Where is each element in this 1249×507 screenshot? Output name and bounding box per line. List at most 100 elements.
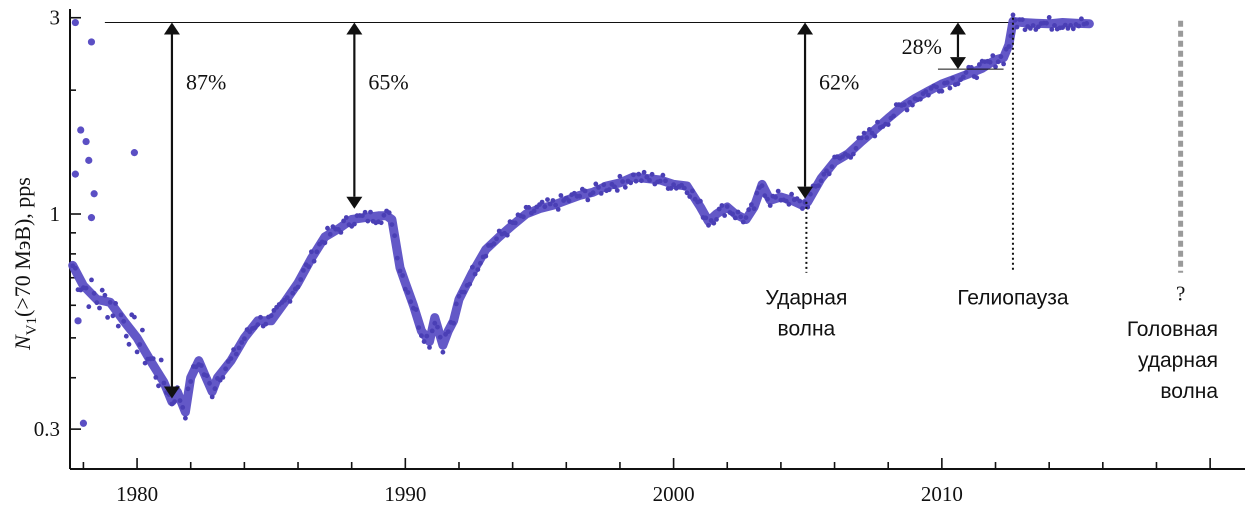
series-point — [413, 307, 419, 312]
series-point — [706, 222, 711, 228]
series-point — [311, 258, 317, 264]
series-point — [287, 299, 293, 304]
arrow-label: 28% — [902, 34, 942, 59]
series-point — [732, 215, 738, 221]
x-axis-ticks: 1980 1990 2000 2010 — [82, 458, 1211, 506]
series-point — [663, 178, 668, 184]
series-point — [926, 92, 931, 98]
series-point — [531, 208, 537, 214]
series-point — [427, 345, 432, 350]
series-point — [1084, 21, 1090, 26]
series-point — [123, 333, 129, 339]
outlier-point — [85, 156, 93, 164]
series-point — [470, 264, 475, 270]
series-point — [99, 287, 105, 293]
series-point — [268, 313, 274, 319]
series-point — [631, 172, 636, 178]
series-point — [660, 172, 666, 178]
series-point — [566, 198, 572, 204]
series-point — [867, 126, 872, 132]
series-point — [1022, 27, 1028, 33]
series-point — [826, 171, 832, 177]
series-point — [341, 218, 346, 224]
series-point — [290, 290, 296, 296]
outlier-points — [71, 18, 138, 427]
series-point — [386, 210, 392, 216]
series-point — [1030, 23, 1036, 28]
series-point — [432, 320, 438, 326]
y-tick-label: 3 — [50, 6, 61, 30]
series-point — [475, 267, 481, 272]
series-point — [183, 415, 188, 421]
side-label: Головная ударная волна — [1127, 318, 1218, 403]
series-point — [735, 209, 741, 215]
series-layer — [68, 12, 1094, 421]
series-point — [730, 211, 735, 217]
series-point — [188, 379, 194, 384]
series-point — [684, 190, 690, 196]
series-point — [829, 164, 835, 170]
series-point — [180, 405, 186, 410]
series-point — [207, 380, 212, 386]
series-point — [512, 220, 518, 226]
event-marker-label: волна — [778, 318, 836, 341]
series-point — [808, 191, 813, 197]
series-point — [800, 206, 805, 211]
series-point — [461, 289, 467, 295]
series-point — [429, 328, 435, 334]
series-point — [947, 85, 953, 91]
series-point — [435, 324, 440, 330]
arrow-label: 65% — [368, 69, 408, 94]
series-point — [504, 232, 510, 238]
series-point — [620, 179, 625, 184]
series-point — [539, 199, 545, 205]
y-tick-label: 1 — [50, 202, 61, 226]
series-point — [542, 204, 548, 210]
series-point — [137, 342, 143, 347]
series-point — [172, 399, 178, 404]
series-point — [105, 315, 110, 320]
series-point — [617, 173, 623, 179]
series-point — [325, 225, 330, 231]
series-point — [749, 202, 754, 208]
series-point — [633, 178, 639, 184]
series-point — [271, 308, 277, 313]
series-point — [496, 228, 502, 234]
series-point — [767, 203, 773, 208]
series-point — [239, 340, 245, 345]
event-markers: Ударная волна Гелиопауза? — [765, 17, 1185, 341]
series-point — [73, 265, 78, 271]
series-point — [681, 185, 687, 191]
outlier-point — [77, 126, 85, 134]
series-point — [91, 290, 97, 296]
series-point — [955, 81, 961, 87]
series-point — [786, 201, 792, 207]
series-point — [657, 178, 663, 184]
series-point — [338, 230, 344, 235]
series-point — [698, 198, 703, 204]
series-point — [816, 183, 821, 189]
series-point — [789, 191, 794, 197]
series-point — [934, 84, 939, 90]
series-point — [821, 171, 827, 177]
event-marker-label: ? — [1176, 282, 1185, 306]
side-label-line: волна — [1160, 380, 1218, 403]
series-point — [483, 253, 489, 259]
series-point — [126, 341, 132, 347]
series-point — [298, 277, 304, 282]
series-point — [394, 255, 400, 261]
series-point — [421, 339, 427, 344]
series-point — [598, 191, 604, 196]
series-point — [751, 206, 757, 212]
series-point — [223, 366, 229, 372]
series-point — [1019, 17, 1025, 22]
series-point — [156, 383, 161, 389]
series-point — [134, 349, 140, 355]
series-point — [405, 290, 411, 295]
series-point — [402, 286, 408, 292]
series-point — [526, 205, 532, 210]
series-point — [641, 169, 647, 175]
series-point — [368, 209, 373, 215]
series-point — [891, 113, 896, 119]
decline-arrows: 87% 65% 62% 28% — [163, 22, 1004, 399]
